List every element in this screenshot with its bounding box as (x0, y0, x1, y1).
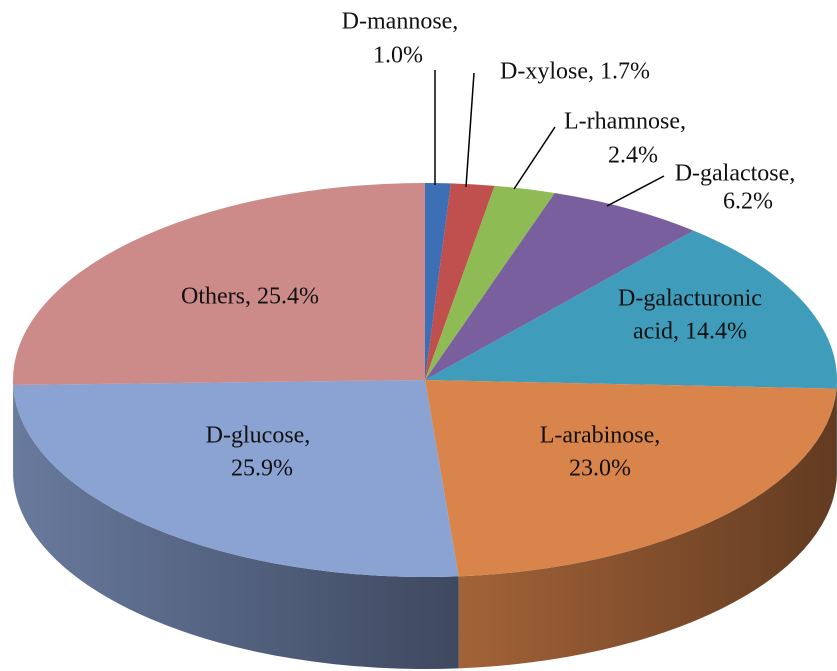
data-label: Others, 25.4% (181, 284, 319, 310)
slice (425, 183, 451, 380)
data-label: D-galactose, (675, 161, 796, 187)
data-label: L-arabinose, (540, 423, 661, 449)
slice (425, 193, 694, 380)
data-label: D-xylose, 1.7% (500, 59, 650, 85)
leader-line (606, 175, 665, 207)
leader-line (465, 72, 475, 188)
data-label: L-rhamnose, (564, 109, 686, 135)
data-label: D-glucose, (206, 423, 311, 449)
data-label: D-mannose, (342, 9, 459, 35)
slice (13, 380, 459, 577)
data-label: 25.9% (231, 456, 293, 482)
data-label: 23.0% (569, 456, 631, 482)
data-label: 2.4% (608, 143, 658, 169)
slice-side (458, 388, 837, 669)
slice (12, 183, 425, 385)
data-label: 1.0% (373, 43, 423, 69)
data-label: 6.2% (723, 189, 773, 215)
slice (425, 183, 495, 380)
data-label: acid, 14.4% (633, 319, 747, 345)
slice (425, 185, 555, 380)
slice (425, 380, 837, 577)
slice (425, 230, 837, 389)
data-label: D-galacturonic (618, 286, 762, 312)
slice-side (13, 384, 459, 669)
leader-line (513, 126, 556, 190)
